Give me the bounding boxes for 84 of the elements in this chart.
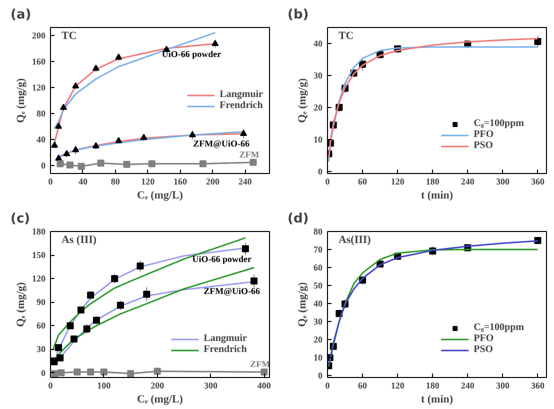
x-tick-label: 300 xyxy=(204,380,218,390)
y-tick-label: 20 xyxy=(314,334,323,345)
x-axis-title: Cₑ (mg/L) xyxy=(137,394,184,406)
y-tick-label: 0 xyxy=(318,370,323,381)
y-tick-label: 160 xyxy=(32,56,46,66)
series-label: ZFM xyxy=(239,149,260,160)
y-tick-label: 80 xyxy=(314,226,323,236)
annotation: As (III) xyxy=(61,234,97,246)
y-tick-label: 60 xyxy=(314,262,323,273)
series-label: ZFM@UiO-66 xyxy=(204,286,261,296)
legend-label: Frendrich xyxy=(220,100,263,111)
y-axis-title: Qₑ (mg/g) xyxy=(15,78,27,123)
annotation: TC xyxy=(338,30,354,42)
legend-label: PFO xyxy=(474,333,494,344)
y-tick-label: 200 xyxy=(32,30,46,40)
y-axis-title: Qₑ (mg/g) xyxy=(296,282,308,327)
x-axis-title: t (min) xyxy=(420,190,454,202)
legend-label: Frendrich xyxy=(204,344,247,355)
legend-label: C₀=100ppm xyxy=(474,118,524,129)
y-axis-title: Qₑ (mg/g) xyxy=(296,78,308,123)
y-tick-label: 70 xyxy=(314,244,323,255)
y-tick-label: 60 xyxy=(36,320,46,331)
legend-label: Langmuir xyxy=(204,333,247,344)
chart-title: (a) xyxy=(10,8,32,22)
chart-title: (c) xyxy=(10,212,30,226)
y-tick-label: 40 xyxy=(314,298,323,309)
x-tick-label: 300 xyxy=(496,176,510,186)
chart-title: (d) xyxy=(288,212,309,226)
x-tick-label: 180 xyxy=(426,176,440,186)
y-tick-label: 40 xyxy=(314,38,323,48)
legend-label: PSO xyxy=(474,344,494,355)
legend-label: Langmuir xyxy=(220,89,263,100)
x-tick-label: 240 xyxy=(460,380,475,390)
y-tick-label: 30 xyxy=(314,70,323,80)
x-tick-label: 40 xyxy=(78,176,88,186)
annotation: As(III) xyxy=(338,234,372,246)
x-tick-label: 360 xyxy=(530,380,545,390)
x-tick-label: 120 xyxy=(390,176,405,186)
x-tick-label: 120 xyxy=(390,380,405,390)
x-tick-label: 0 xyxy=(48,176,54,186)
x-tick-label: 0 xyxy=(48,380,54,390)
x-axis-title: t (min) xyxy=(420,394,454,406)
y-tick-label: 10 xyxy=(314,352,323,363)
x-tick-label: 60 xyxy=(358,176,368,186)
y-tick-label: 10 xyxy=(314,134,323,144)
y-tick-label: 120 xyxy=(32,82,46,92)
chart-title: (b) xyxy=(288,8,309,22)
x-tick-label: 400 xyxy=(257,380,272,390)
y-tick-label: 30 xyxy=(314,316,323,327)
y-tick-label: 0 xyxy=(318,166,323,176)
x-tick-label: 240 xyxy=(238,176,252,186)
y-tick-label: 80 xyxy=(36,108,46,119)
y-tick-label: 0 xyxy=(41,160,46,171)
y-axis-title: Qₑ (mg/g) xyxy=(15,282,27,327)
x-tick-label: 100 xyxy=(97,380,112,390)
x-tick-label: 200 xyxy=(206,176,220,186)
x-tick-label: 300 xyxy=(496,380,510,390)
x-tick-label: 60 xyxy=(358,380,368,390)
x-tick-label: 120 xyxy=(141,176,156,186)
x-tick-label: 160 xyxy=(174,176,188,186)
y-tick-label: 150 xyxy=(32,250,46,260)
x-tick-label: 240 xyxy=(460,176,475,186)
legend-label: PSO xyxy=(474,140,494,151)
series-label: UiO-66 powder xyxy=(162,48,222,59)
y-tick-label: 50 xyxy=(314,280,323,291)
series-label: ZFM@UiO-66 xyxy=(193,138,250,149)
annotation: TC xyxy=(61,30,77,42)
y-tick-label: 0 xyxy=(41,368,46,378)
y-tick-label: 120 xyxy=(32,274,46,284)
y-tick-label: 20 xyxy=(314,102,323,112)
x-tick-label: 0 xyxy=(325,380,330,390)
series-label: UiO-66 powder xyxy=(192,254,252,264)
x-tick-label: 0 xyxy=(325,176,330,186)
y-tick-label: 180 xyxy=(32,226,46,236)
x-tick-label: 360 xyxy=(530,176,545,186)
legend-label: PFO xyxy=(474,129,494,140)
y-tick-label: 40 xyxy=(36,134,46,145)
x-tick-label: 200 xyxy=(150,380,165,390)
y-tick-label: 30 xyxy=(36,344,46,354)
x-tick-label: 80 xyxy=(110,176,120,186)
legend-label: C₀=100ppm xyxy=(474,322,524,333)
x-tick-label: 180 xyxy=(426,380,440,390)
y-tick-label: 90 xyxy=(36,297,46,308)
x-axis-title: Cₑ (mg/L) xyxy=(137,190,184,202)
